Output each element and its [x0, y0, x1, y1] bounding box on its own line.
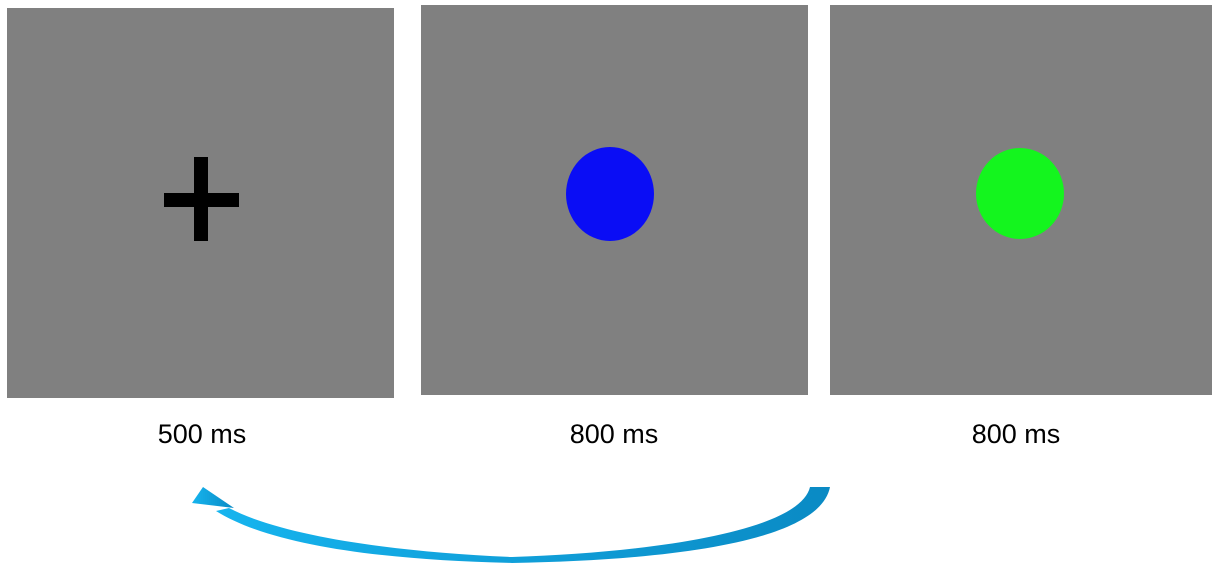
- blue-duration-label: 800 ms: [569, 419, 659, 449]
- loop-arrow-body: [216, 487, 830, 563]
- blue-circle: [566, 147, 654, 241]
- green-circle: [976, 148, 1064, 239]
- loop-arrow-head: [192, 487, 234, 508]
- fixation-cross-bar: [164, 193, 239, 207]
- green-duration-label: 800 ms: [971, 419, 1061, 449]
- fixation-duration-label: 500 ms: [157, 419, 247, 449]
